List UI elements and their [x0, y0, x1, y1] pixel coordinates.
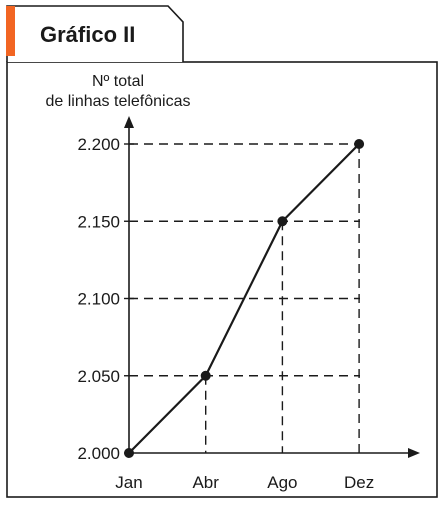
y-tick-label: 2.100	[77, 290, 120, 309]
y-axis-arrow	[124, 116, 134, 128]
x-axis-arrow	[408, 448, 420, 458]
y-axis-label-line-2: de linhas telefônicas	[46, 93, 191, 110]
data-point	[124, 448, 134, 458]
x-tick-label: Jan	[115, 473, 142, 492]
y-axis-label-line-1: Nº total	[92, 73, 144, 90]
series-group	[124, 139, 365, 458]
y-tick-labels: 2.000 2.050 2.100 2.150 2.200	[77, 135, 134, 463]
y-tick-label: 2.000	[77, 444, 120, 463]
guide-lines	[129, 143, 360, 453]
y-tick-label: 2.150	[77, 212, 120, 231]
x-tick-label: Ago	[267, 473, 297, 492]
y-tick-label: 2.050	[77, 367, 120, 386]
y-tick-label: 2.200	[77, 135, 120, 154]
data-point	[277, 216, 288, 227]
x-tick-labels: Jan Abr Ago Dez	[115, 473, 374, 492]
data-point	[354, 139, 365, 149]
x-tick-label: Abr	[192, 473, 219, 492]
data-point	[200, 370, 211, 381]
title-accent-bar	[6, 6, 15, 56]
x-tick-label: Dez	[344, 473, 374, 492]
series-line	[128, 143, 360, 454]
chart-frame	[6, 61, 438, 498]
chart-title: Gráfico II	[40, 22, 135, 47]
